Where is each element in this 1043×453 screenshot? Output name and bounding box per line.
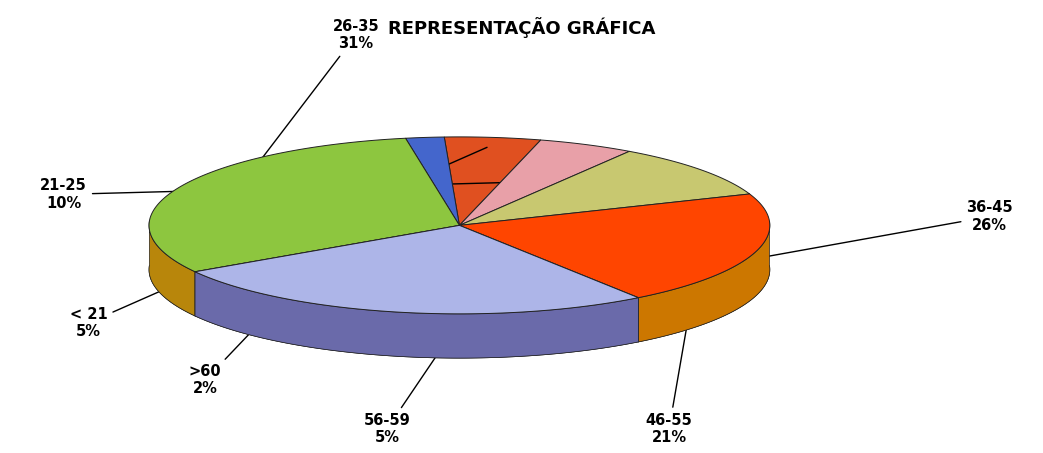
Polygon shape [195,272,638,358]
Polygon shape [195,226,459,316]
Polygon shape [195,226,459,316]
Text: REPRESENTAÇÃO GRÁFICA: REPRESENTAÇÃO GRÁFICA [388,17,655,39]
Polygon shape [195,226,638,314]
Polygon shape [195,270,638,358]
Polygon shape [459,226,638,342]
Text: 46-55
21%: 46-55 21% [646,271,697,445]
Polygon shape [149,138,459,272]
Polygon shape [406,137,459,226]
Polygon shape [638,222,770,342]
Text: 56-59
5%: 56-59 5% [364,155,573,445]
Polygon shape [459,194,770,298]
Text: >60
2%: >60 2% [189,148,427,396]
Polygon shape [459,151,750,226]
Polygon shape [149,265,459,316]
Polygon shape [149,222,195,316]
Text: 36-45
26%: 36-45 26% [409,200,1013,321]
Polygon shape [444,137,541,226]
Text: < 21
5%: < 21 5% [70,147,487,339]
Text: 26-35
31%: 26-35 31% [235,19,380,194]
Polygon shape [459,226,638,342]
Text: 21-25
10%: 21-25 10% [41,178,662,211]
Polygon shape [459,265,770,342]
Polygon shape [459,140,629,226]
